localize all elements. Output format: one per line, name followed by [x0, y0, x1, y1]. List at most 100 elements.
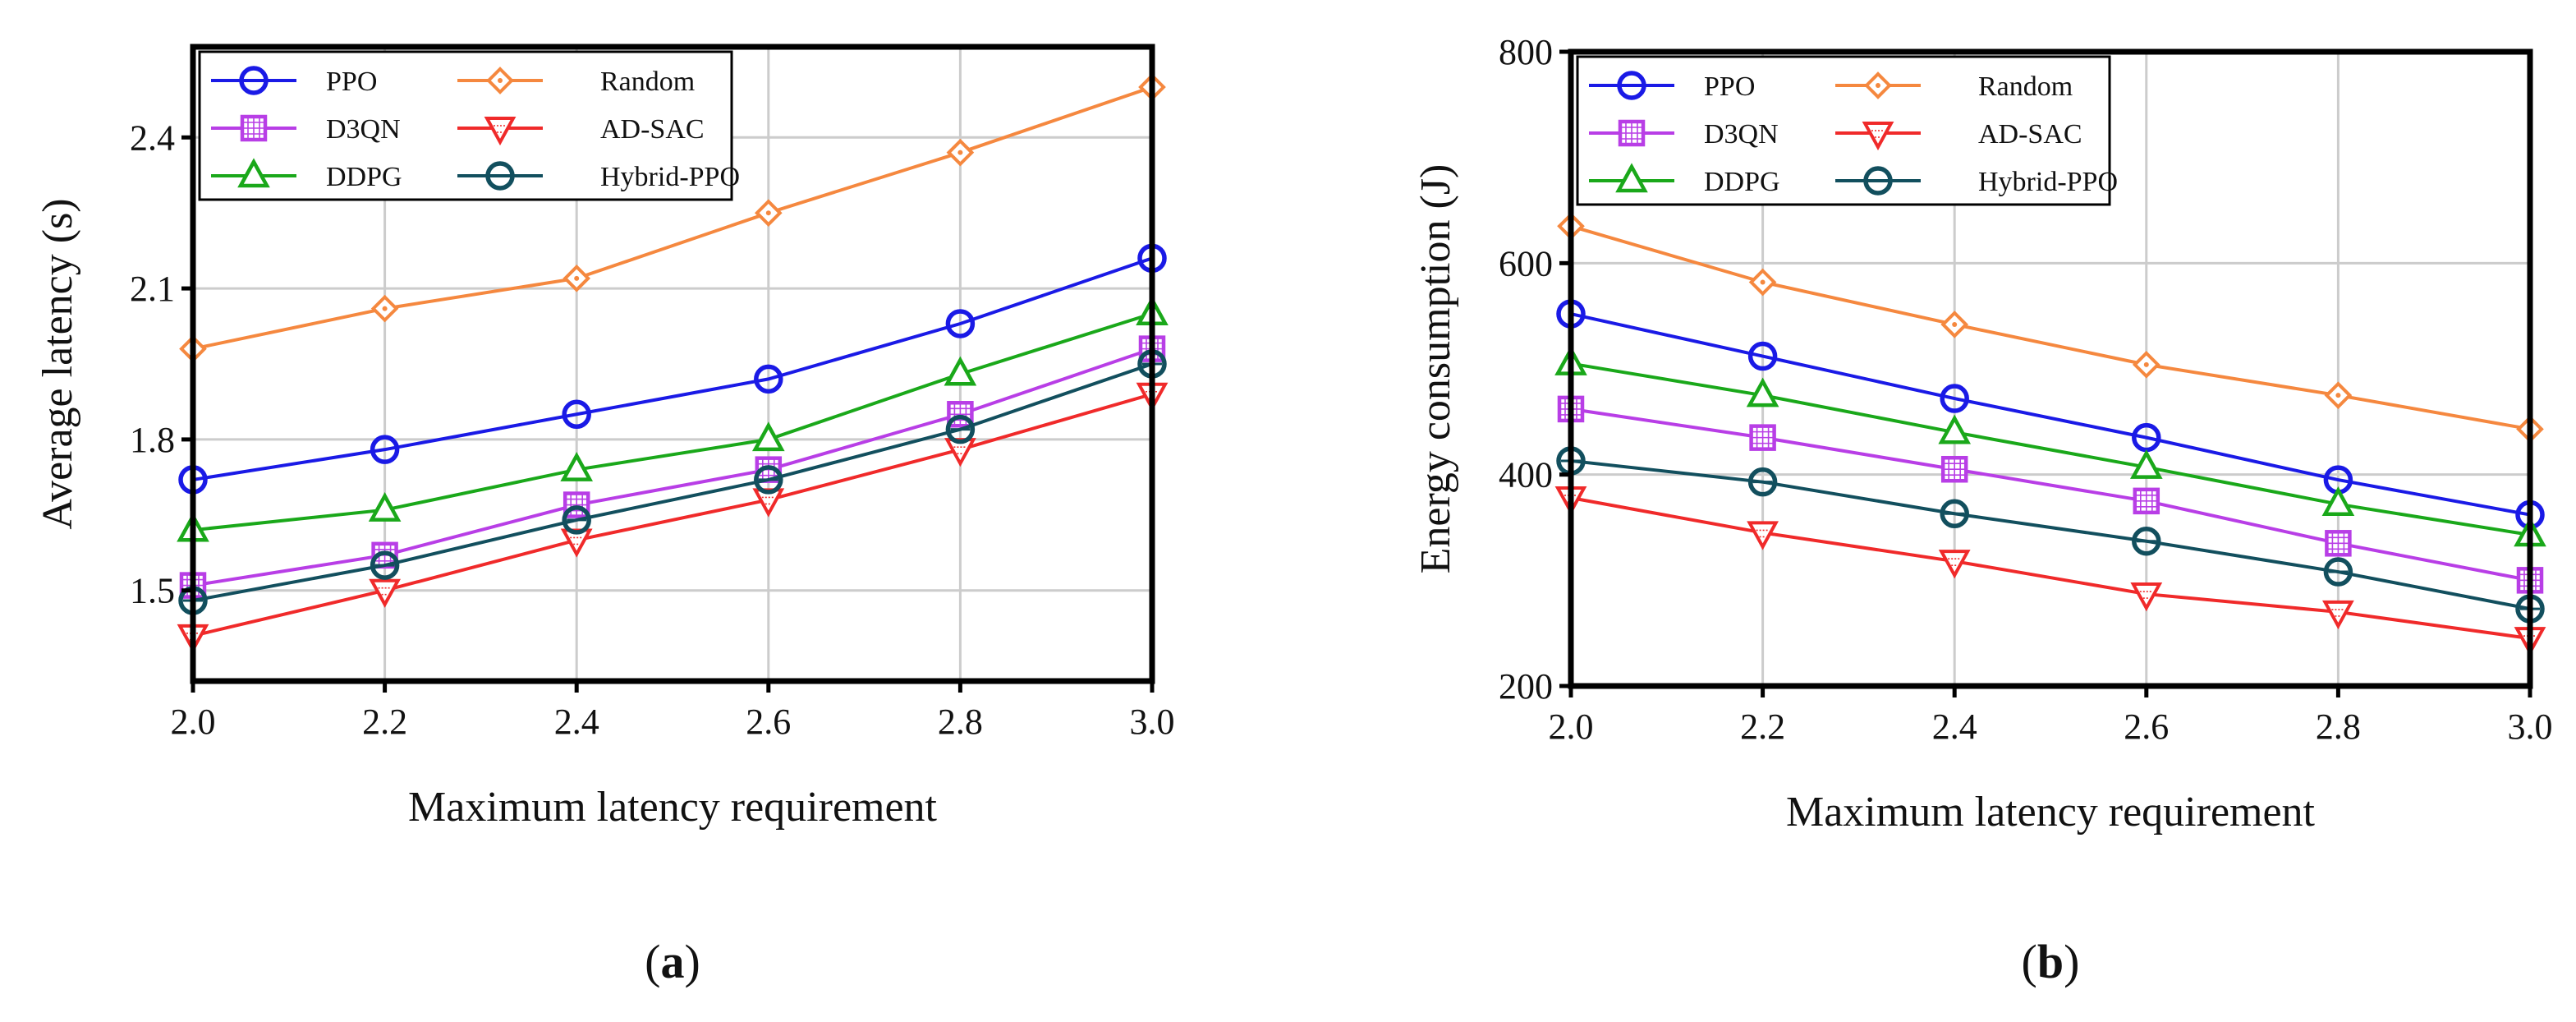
x-axis-title: Maximum latency requirement	[408, 784, 938, 831]
data-point-d3qn	[1940, 455, 1968, 483]
chart-panel-b: 2.0 2.2 2.4 2.6 2.8 3.0 200 400 600 800 Maximum la…	[1412, 32, 2553, 988]
data-point-hybrid-ppo	[754, 465, 783, 495]
data-point-hybrid-ppo	[2323, 557, 2353, 587]
series-line-random	[1570, 224, 2531, 431]
data-point-d3qn	[2133, 487, 2160, 515]
series-ppo	[1556, 299, 2545, 530]
legend-label: PPO	[1704, 71, 1755, 102]
series-line-d3qn	[1570, 407, 2531, 582]
legend-label: PPO	[326, 67, 377, 97]
legend-marker	[1617, 71, 1646, 100]
legend-marker-dot	[498, 78, 503, 83]
data-point-ppo	[370, 435, 400, 464]
legend-label: AD-SAC	[1978, 119, 2082, 150]
legend-label: Random	[600, 67, 695, 97]
legend-entry-random: Random	[457, 67, 695, 97]
data-point-hybrid-ppo-ring	[754, 465, 783, 495]
data-point-ad-sac	[369, 578, 401, 608]
data-point-ad-sac	[1747, 521, 1779, 550]
legend-marker	[1862, 122, 1894, 151]
legend-marker-outline	[1862, 122, 1894, 151]
data-point-d3qn	[1749, 424, 1776, 451]
legend-label: DDPG	[326, 162, 402, 192]
panel-label-open: (	[645, 935, 660, 988]
series-line-hybrid-ppo	[192, 362, 1153, 602]
chart-panel-a: 2.0 2.2 2.4 2.6 2.8 3.0 1.5 1.8 2.1 2.4 Maximum la…	[34, 44, 1175, 988]
legend-marker-outline	[484, 117, 517, 146]
legend-marker	[1863, 166, 1893, 196]
data-point-random-dot	[2143, 361, 2149, 367]
series-ddpg	[177, 296, 1169, 542]
data-point-d3qn	[562, 491, 590, 518]
data-point-random-dot	[1760, 279, 1766, 285]
data-point-hybrid-ppo	[1940, 499, 1969, 529]
legend-marker-dot	[1876, 83, 1880, 88]
data-point-ddpg	[1938, 414, 1972, 444]
data-point-ddpg	[560, 452, 594, 481]
data-point-random	[370, 294, 399, 323]
data-point-ad-sac-outline	[2130, 582, 2163, 612]
data-point-random-dot	[574, 275, 580, 281]
data-point-ppo	[945, 309, 976, 338]
data-point-hybrid-ppo	[945, 414, 976, 444]
y-tick-label: 400	[1499, 455, 1553, 495]
series-line-ppo	[192, 256, 1153, 481]
y-tick-label: 1.5	[130, 571, 175, 611]
plot-frame	[190, 44, 1155, 684]
y-tick-label: 600	[1499, 243, 1553, 283]
y-tick-label: 1.8	[130, 420, 175, 460]
legend-label: D3QN	[326, 114, 401, 145]
legend-marker-ring	[485, 161, 515, 191]
legend-marker	[239, 66, 269, 95]
data-point-random-dot	[2335, 393, 2341, 398]
x-tick-label: 2.0	[171, 702, 216, 742]
data-point-ad-sac-outline	[1938, 550, 1971, 579]
series-hybrid-ppo	[178, 349, 1167, 615]
y-tick-label: 2.1	[130, 269, 175, 309]
data-point-ppo	[562, 399, 591, 430]
data-point-random	[1940, 311, 1969, 338]
data-point-ad-sac-outline	[2322, 600, 2354, 630]
panel-label-close: )	[685, 935, 700, 988]
data-point-d3qn	[2325, 530, 2352, 557]
legend-label: D3QN	[1704, 119, 1779, 150]
y-tick-label: 2.4	[130, 117, 175, 158]
data-point-hybrid-ppo	[562, 505, 591, 535]
x-tick-label: 2.0	[1549, 707, 1594, 747]
x-tick-label: 2.8	[938, 702, 983, 742]
x-axis-title: Maximum latency requirement	[1786, 789, 2316, 836]
series-line-ppo	[1570, 312, 2531, 517]
y-axis-title: Average latency (s)	[34, 198, 81, 529]
data-point-ad-sac	[2322, 600, 2354, 630]
panel-label: (a)	[645, 935, 700, 988]
legend-entry-ddpg: DDPG	[1589, 163, 1780, 197]
series-d3qn	[179, 335, 1166, 599]
data-point-random-dot	[382, 306, 388, 311]
data-point-ppo	[1747, 341, 1778, 371]
data-point-random	[562, 265, 591, 292]
legend-marker	[240, 114, 268, 142]
legend-entry-hybrid-ppo: Hybrid-PPO	[457, 161, 740, 192]
data-point-random	[946, 138, 975, 167]
panel-label: (b)	[2022, 935, 2080, 988]
data-point-ddpg	[368, 492, 402, 522]
legend-entry-ddpg: DDPG	[211, 158, 402, 192]
data-point-ddpg	[2129, 449, 2163, 479]
y-tick-label: 200	[1499, 666, 1553, 707]
x-tick-label: 3.0	[2508, 707, 2553, 747]
legend-label: Random	[1978, 71, 2073, 102]
plot-frame	[1568, 48, 2533, 689]
y-axis-title: Energy consumption (J)	[1412, 164, 1459, 574]
data-point-ddpg	[1746, 377, 1779, 407]
x-tick-label: 2.8	[2316, 707, 2361, 747]
series-random	[1557, 212, 2544, 444]
data-point-hybrid-ppo-ring	[562, 505, 591, 535]
legend-entry-random: Random	[1835, 71, 2073, 102]
data-point-ad-sac	[2130, 582, 2163, 612]
x-tick-label: 2.4	[554, 702, 599, 742]
series-line-hybrid-ppo	[1570, 458, 2531, 611]
series-line-ad-sac	[1570, 496, 2531, 641]
legend-entry-d3qn: D3QN	[211, 114, 401, 145]
legend-marker	[484, 117, 517, 146]
